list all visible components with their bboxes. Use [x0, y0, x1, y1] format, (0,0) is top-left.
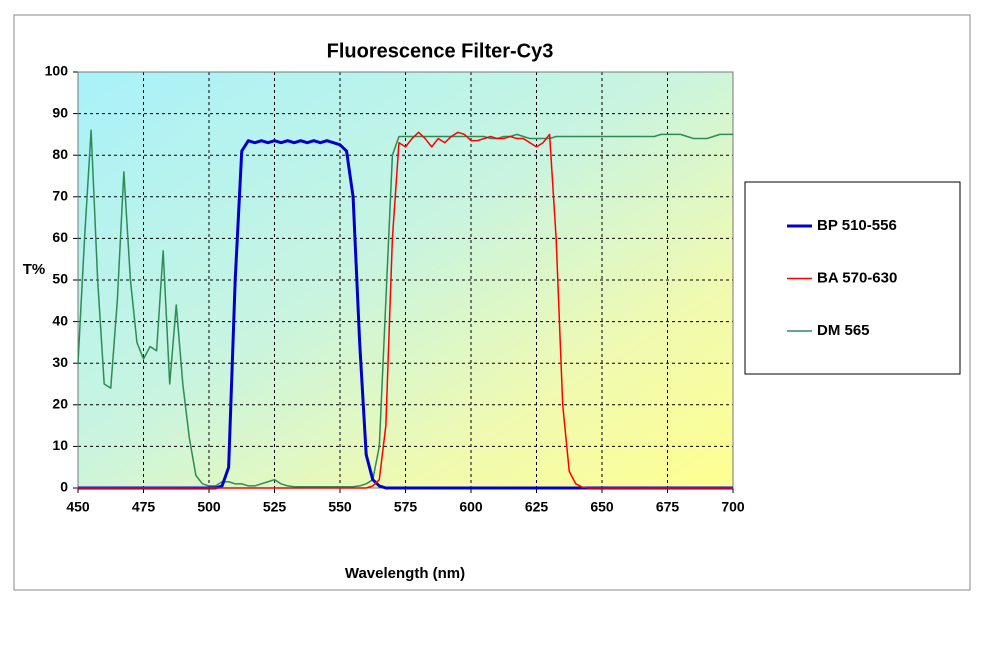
chart-title: Fluorescence Filter-Cy3 [327, 40, 554, 62]
x-axis-label: Wavelength (nm) [345, 565, 465, 582]
x-tick-label: 450 [66, 499, 90, 515]
x-tick-label: 575 [394, 499, 418, 515]
x-tick-label: 550 [328, 499, 352, 515]
y-tick-label: 40 [52, 312, 68, 328]
y-tick-label: 20 [52, 396, 68, 412]
x-tick-label: 675 [656, 499, 680, 515]
legend-label: DM 565 [817, 322, 870, 339]
legend-label: BP 510-556 [817, 217, 897, 234]
series-line [77, 129, 733, 488]
legend-box [744, 181, 961, 375]
y-tick-label: 10 [52, 437, 68, 453]
y-tick-label: 30 [52, 354, 68, 370]
x-tick-label: 525 [263, 499, 287, 515]
x-tick-label: 500 [197, 499, 221, 515]
x-tick-label: 600 [459, 499, 483, 515]
y-axis-label: T% [23, 261, 46, 278]
y-tick-label: 100 [45, 63, 69, 79]
x-tick-label: 625 [525, 499, 549, 515]
y-tick-label: 70 [52, 188, 68, 204]
series-line [78, 131, 733, 489]
x-tick-label: 475 [132, 499, 156, 515]
y-tick-label: 50 [52, 271, 68, 287]
legend-label: BA 570-630 [817, 269, 897, 286]
x-tick-label: 650 [590, 499, 614, 515]
y-tick-label: 0 [60, 479, 68, 495]
x-tick-label: 700 [721, 499, 745, 515]
y-tick-label: 80 [52, 146, 68, 162]
y-tick-label: 60 [52, 229, 68, 245]
y-tick-label: 90 [52, 104, 68, 120]
